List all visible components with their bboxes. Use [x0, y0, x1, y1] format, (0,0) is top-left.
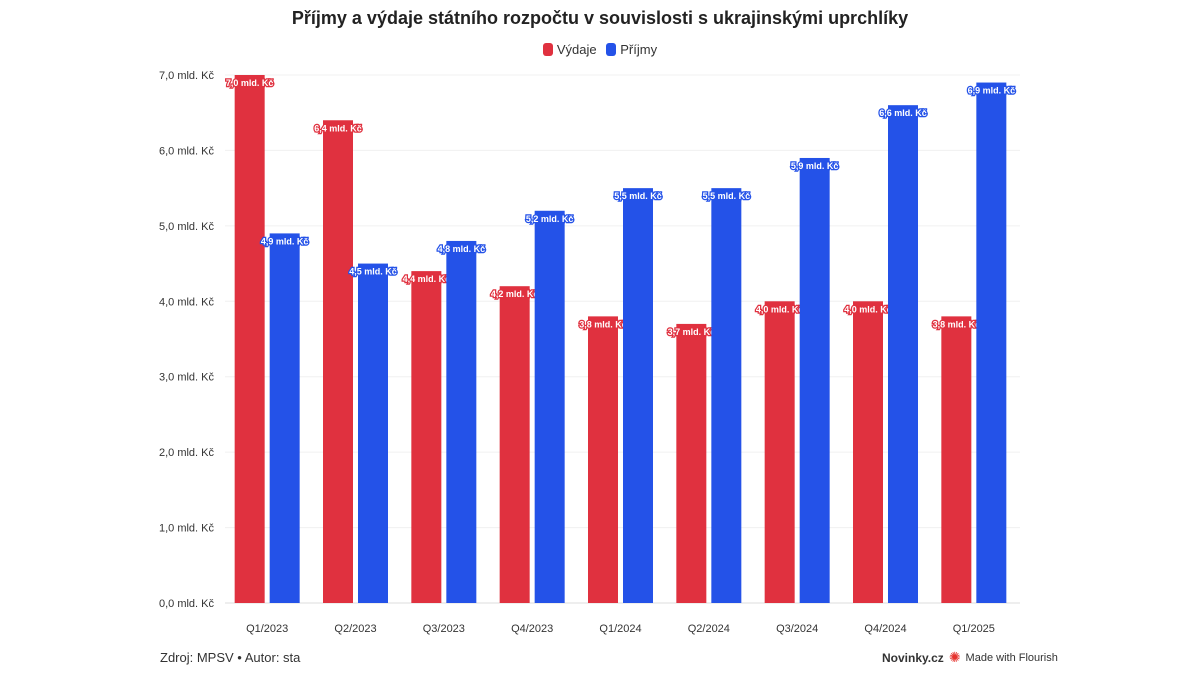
y-tick-label: 6,0 mld. Kč — [159, 145, 215, 157]
legend-item-prijmy[interactable]: Příjmy — [606, 42, 657, 57]
source-note: Zdroj: MPSV • Autor: sta — [160, 650, 301, 665]
legend: Výdaje Příjmy — [0, 42, 1200, 59]
legend-swatch-red — [542, 43, 553, 56]
data-label: 3,8 mld. Kč — [933, 319, 981, 329]
x-tick-label: Q2/2023 — [334, 623, 376, 635]
legend-label: Výdaje — [556, 42, 597, 57]
brand-name[interactable]: Novinky.cz — [882, 650, 944, 665]
data-label: 5,5 mld. Kč — [614, 191, 662, 201]
data-label: 6,9 mld. Kč — [968, 86, 1016, 96]
bar-prijmy — [888, 105, 918, 604]
bar-vydaje — [941, 316, 972, 603]
x-tick-label: Q1/2025 — [953, 623, 995, 635]
data-label: 5,9 mld. Kč — [791, 161, 839, 171]
data-label: 7,0 mld. Kč — [226, 78, 274, 88]
made-with-flourish-link[interactable]: Made with Flourish — [965, 651, 1058, 664]
bar-vydaje — [676, 323, 707, 603]
data-label: 4,2 mld. Kč — [491, 289, 539, 299]
brand: Novinky.cz ✺ Made with Flourish — [882, 649, 1058, 666]
bar-vydaje — [588, 316, 618, 603]
x-tick-label: Q1/2023 — [246, 623, 288, 635]
bar-prijmy — [269, 233, 300, 603]
flourish-icon: ✺ — [948, 649, 961, 665]
bar-prijmy — [623, 188, 653, 603]
bar-prijmy — [358, 263, 388, 603]
data-label: 4,8 mld. Kč — [438, 244, 486, 254]
data-label: 4,5 mld. Kč — [349, 267, 397, 277]
bar-prijmy — [976, 82, 1007, 604]
y-tick-label: 3,0 mld. Kč — [159, 372, 215, 384]
x-tick-label: Q2/2024 — [688, 623, 730, 635]
legend-swatch-blue — [606, 43, 617, 56]
data-label: 6,4 mld. Kč — [314, 123, 362, 133]
y-tick-label: 5,0 mld. Kč — [159, 221, 215, 233]
bar-vydaje — [411, 271, 442, 603]
bar-prijmy — [799, 157, 830, 603]
data-label: 5,5 mld. Kč — [703, 191, 751, 201]
bar-prijmy — [534, 210, 565, 603]
data-label: 5,2 mld. Kč — [526, 214, 574, 224]
x-tick-label: Q1/2024 — [599, 623, 641, 635]
data-label: 4,0 mld. Kč — [844, 304, 892, 314]
data-label: 4,9 mld. Kč — [261, 236, 309, 246]
bar-vydaje — [764, 301, 795, 603]
data-label: 3,7 mld. Kč — [668, 327, 716, 337]
bar-vydaje — [853, 301, 883, 603]
data-label: 3,8 mld. Kč — [579, 319, 627, 329]
x-tick-label: Q4/2024 — [864, 623, 906, 635]
y-tick-label: 0,0 mld. Kč — [159, 598, 215, 610]
bar-prijmy — [711, 188, 742, 603]
legend-label: Příjmy — [620, 42, 658, 57]
bar-vydaje — [234, 75, 265, 603]
bar-vydaje — [323, 120, 353, 603]
bar-prijmy — [446, 240, 477, 603]
y-tick-label: 2,0 mld. Kč — [159, 447, 215, 459]
x-tick-label: Q3/2023 — [423, 623, 465, 635]
chart-title: Příjmy a výdaje státního rozpočtu v souv… — [291, 8, 909, 28]
y-tick-label: 7,0 mld. Kč — [159, 70, 215, 82]
y-tick-label: 1,0 mld. Kč — [159, 523, 215, 535]
y-tick-label: 4,0 mld. Kč — [159, 296, 215, 308]
bar-vydaje — [499, 286, 530, 603]
x-tick-label: Q3/2024 — [776, 623, 818, 635]
data-label: 4,0 mld. Kč — [756, 304, 804, 314]
data-label: 4,4 mld. Kč — [403, 274, 451, 284]
legend-item-vydaje[interactable]: Výdaje — [542, 42, 597, 57]
data-label: 6,6 mld. Kč — [879, 108, 927, 118]
x-tick-label: Q4/2023 — [511, 623, 553, 635]
